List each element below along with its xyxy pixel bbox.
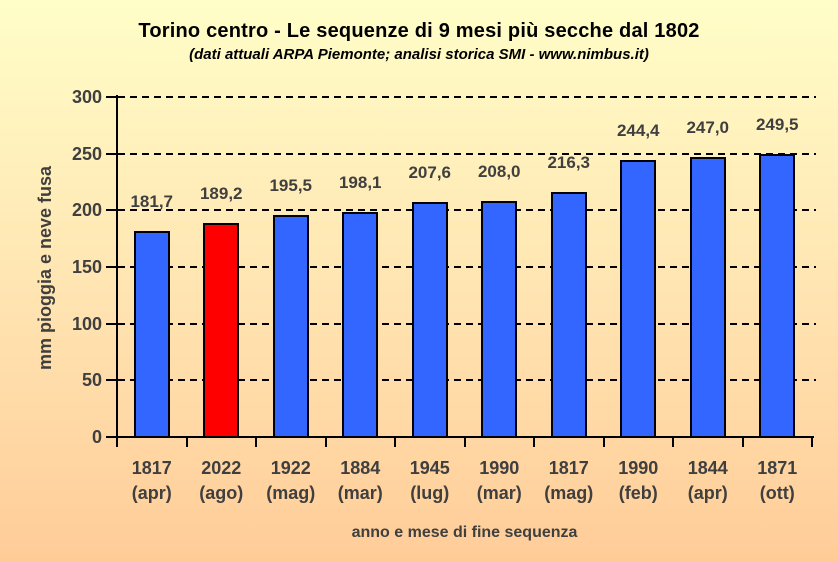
y-axis-line (116, 95, 118, 439)
x-axis-title: anno e mese di fine sequenza (351, 524, 578, 541)
x-axis-tick (116, 438, 118, 447)
x-axis-tick (255, 438, 257, 447)
x-tick-label-month: (lug) (410, 483, 450, 503)
chart-title: Torino centro - Le sequenze di 9 mesi pi… (138, 20, 700, 42)
bar-value-label: 208,0 (477, 162, 521, 182)
gridline (118, 322, 816, 325)
y-tick-label: 150 (71, 257, 102, 277)
x-tick-label: 1990 (feb) (593, 456, 683, 506)
y-axis-tick (106, 209, 117, 212)
y-axis-tick (106, 436, 117, 438)
y-axis-tick (106, 379, 117, 382)
bar-value-label: 247,0 (686, 118, 730, 138)
y-tick-label: 200 (71, 200, 102, 221)
y-axis-tick (106, 152, 117, 155)
x-tick-label-month: (ago) (199, 483, 244, 503)
x-axis-tick (324, 438, 327, 447)
bar-highlighted (203, 222, 240, 438)
x-tick-label: 1817 (mag) (524, 456, 614, 506)
x-tick-label: 1844 (apr) (663, 456, 753, 506)
gridline (118, 152, 816, 155)
x-tick-label: 2022 (ago) (176, 456, 266, 506)
x-tick-label-month: (ott) (759, 483, 795, 503)
bar (342, 212, 379, 438)
x-axis-line (116, 436, 814, 438)
x-tick-label-year: 1817 (131, 458, 172, 478)
y-tick-label: 100 (71, 313, 102, 334)
x-tick-label-year: 1817 (548, 458, 589, 478)
bar (550, 191, 587, 438)
x-axis-tick (185, 438, 188, 447)
x-tick-label-month: (apr) (687, 483, 728, 503)
bar-value-label: 249,5 (755, 115, 799, 135)
x-tick-label-year: 1884 (340, 458, 381, 478)
x-axis-tick (741, 438, 744, 447)
bar-value-label: 207,6 (408, 162, 452, 182)
gridline (118, 96, 816, 98)
bar-value-label: 244,4 (616, 121, 660, 140)
x-tick-label-month: (feb) (618, 483, 658, 503)
x-tick-label-year: 1945 (409, 458, 450, 478)
x-axis-tick (463, 438, 466, 447)
bar (411, 201, 448, 438)
bar (689, 157, 726, 438)
x-axis-tick (672, 438, 674, 447)
bar-value-label: 198,1 (338, 173, 382, 193)
x-tick-label-month: (mar) (337, 483, 383, 503)
y-tick-label: 0 (91, 427, 102, 447)
x-axis-tick (602, 438, 605, 447)
x-tick-label-year: 1922 (270, 458, 311, 478)
x-axis-tick (394, 438, 396, 447)
y-axis-title: mm pioggia e neve fusa (35, 165, 55, 371)
y-axis-tick (106, 266, 117, 268)
y-tick-label: 50 (81, 370, 102, 391)
x-tick-label-month: (mar) (476, 483, 522, 503)
bar (272, 215, 309, 438)
x-tick-label: 1871 (ott) (732, 456, 822, 506)
x-axis-tick (533, 438, 535, 447)
bar-value-label: 181,7 (130, 192, 174, 212)
x-tick-label: 1990 (mar) (454, 456, 544, 506)
gridline (118, 379, 816, 382)
x-tick-label-year: 1871 (757, 458, 798, 478)
gridline (118, 266, 816, 268)
x-tick-label: 1884 (mar) (315, 456, 405, 506)
bar-value-label: 195,5 (269, 176, 313, 196)
bar-value-label: 216,3 (547, 152, 591, 172)
y-axis-tick (106, 96, 117, 98)
y-tick-label: 300 (71, 87, 102, 107)
x-tick-label: 1922 (mag) (246, 456, 336, 506)
x-tick-label: 1817 (apr) (107, 456, 197, 506)
x-tick-label-month: (apr) (131, 483, 172, 503)
bar-value-label: 189,2 (199, 183, 243, 203)
x-tick-label-year: 1990 (479, 458, 520, 478)
bar (133, 231, 170, 438)
x-tick-label-year: 2022 (201, 458, 242, 478)
chart-subtitle: (dati attuali ARPA Piemonte; analisi sto… (189, 46, 649, 63)
bar (759, 154, 796, 438)
bar (481, 201, 518, 438)
x-axis-tick (811, 438, 813, 447)
y-tick-label: 250 (71, 143, 102, 164)
bar (620, 160, 657, 438)
x-tick-label-year: 1844 (687, 458, 728, 478)
x-tick-label-year: 1990 (618, 458, 659, 478)
x-tick-label-month: (mag) (544, 483, 594, 503)
x-tick-label-month: (mag) (266, 483, 316, 503)
gridline (118, 209, 816, 212)
x-tick-label: 1945 (lug) (385, 456, 475, 506)
y-axis-tick (106, 322, 117, 325)
